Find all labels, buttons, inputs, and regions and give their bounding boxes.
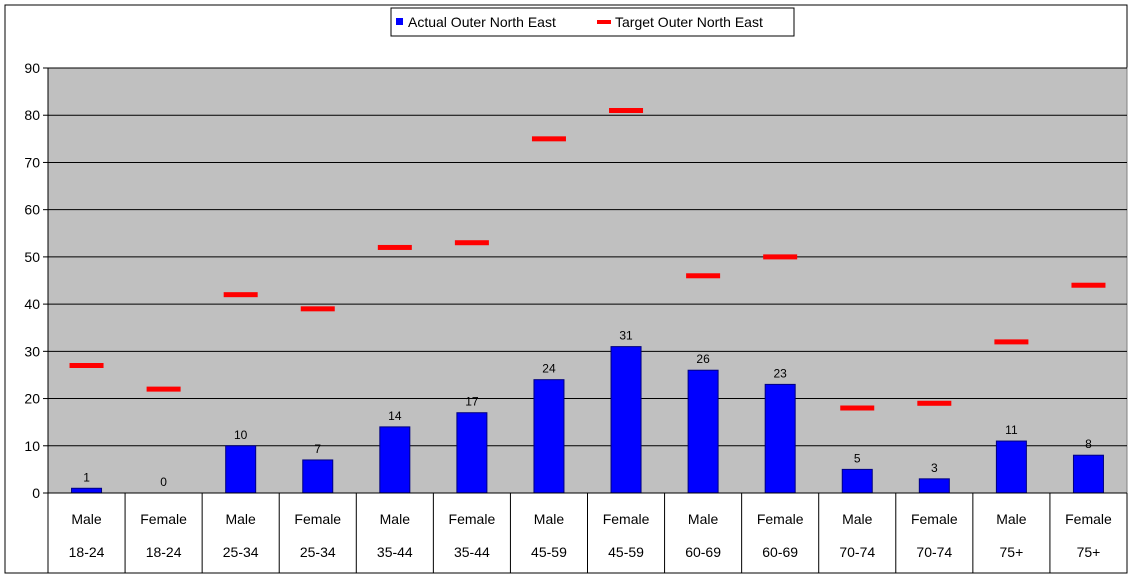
- target-marker: [454, 240, 489, 246]
- category-gender-label: Female: [911, 511, 958, 527]
- y-tick-label: 30: [24, 343, 40, 359]
- category-age-label: 35-44: [454, 544, 490, 560]
- category-age-label: 60-69: [762, 544, 798, 560]
- bar-data-label: 0: [160, 475, 167, 489]
- legend-swatch-actual: [396, 18, 403, 25]
- target-marker: [763, 254, 798, 260]
- y-tick-label: 10: [24, 438, 40, 454]
- bar: [764, 383, 796, 494]
- bar: [687, 369, 719, 494]
- legend-label-target: Target Outer North East: [615, 14, 763, 30]
- category-age-label: 70-74: [839, 544, 875, 560]
- category-age-label: 45-59: [608, 544, 644, 560]
- bar: [71, 487, 103, 494]
- category-gender-label: Female: [1065, 511, 1112, 527]
- target-marker: [840, 405, 875, 411]
- target-marker: [223, 292, 258, 298]
- bar-data-label: 23: [773, 366, 787, 380]
- y-tick-label: 0: [32, 485, 40, 501]
- category-gender-label: Female: [757, 511, 804, 527]
- bar: [225, 445, 257, 494]
- y-axis-ticks: 0 10 20 30 40 50 60 70 80 90: [24, 60, 49, 501]
- target-marker: [1071, 282, 1106, 288]
- category-age-label: 75+: [1000, 544, 1024, 560]
- target-marker: [994, 339, 1029, 345]
- bar: [995, 440, 1027, 494]
- bar-data-label: 11: [1005, 423, 1018, 437]
- bar: [379, 426, 411, 494]
- category-gender-label: Male: [71, 511, 102, 527]
- bar-series: [71, 346, 1104, 494]
- category-age-label: 75+: [1077, 544, 1101, 560]
- legend-label-actual: Actual Outer North East: [408, 14, 556, 30]
- legend-swatch-target: [597, 20, 611, 24]
- y-tick-label: 40: [24, 296, 40, 312]
- category-age-label: 18-24: [146, 544, 182, 560]
- bar-data-label: 14: [388, 409, 402, 423]
- target-marker: [300, 306, 335, 312]
- category-age-label: 25-34: [223, 544, 259, 560]
- category-gender-label: Male: [380, 511, 411, 527]
- target-marker: [146, 386, 181, 392]
- bar: [1072, 454, 1104, 494]
- target-marker: [609, 108, 644, 113]
- category-gender-label: Male: [225, 511, 256, 527]
- bar-data-label: 5: [854, 451, 861, 465]
- legend-box: [390, 7, 795, 37]
- target-marker: [686, 273, 721, 279]
- bar-data-label: 26: [696, 352, 710, 366]
- category-age-label: 60-69: [685, 544, 721, 560]
- category-age-label: 35-44: [377, 544, 413, 560]
- bar: [610, 346, 642, 494]
- y-tick-label: 80: [24, 107, 40, 123]
- category-gender-label: Female: [140, 511, 187, 527]
- bar-data-label: 8: [1085, 437, 1092, 451]
- bar-data-label: 7: [314, 442, 321, 456]
- target-marker: [917, 400, 952, 406]
- target-series: [69, 108, 1106, 411]
- target-marker: [377, 244, 412, 250]
- category-axis-table: Male 18-24 Female 18-24 Male 25-34 Female 25-34…: [47, 492, 1128, 573]
- y-tick-label: 70: [24, 154, 40, 170]
- category-age-label: 70-74: [916, 544, 952, 560]
- category-gender-label: Male: [996, 511, 1027, 527]
- bar-data-label: 10: [234, 428, 248, 442]
- category-age-label: 45-59: [531, 544, 567, 560]
- bar: [533, 379, 565, 494]
- category-age-label: 18-24: [69, 544, 105, 560]
- y-tick-label: 90: [24, 60, 40, 76]
- target-marker: [69, 363, 104, 368]
- plot-area: [47, 67, 1128, 494]
- y-tick-label: 50: [24, 249, 40, 265]
- bar-data-label: 3: [931, 461, 938, 475]
- y-tick-label: 20: [24, 391, 40, 407]
- bar-data-label: 1: [83, 470, 90, 484]
- bar-data-label: 17: [465, 395, 479, 409]
- bar-data-label: 24: [542, 362, 556, 376]
- category-age-label: 25-34: [300, 544, 336, 560]
- bar: [456, 412, 488, 494]
- bar: [841, 468, 873, 494]
- category-gender-label: Female: [449, 511, 496, 527]
- bar: [302, 459, 334, 494]
- bar-data-label: 31: [619, 329, 633, 343]
- category-gender-label: Male: [688, 511, 719, 527]
- target-marker: [531, 136, 566, 142]
- y-tick-label: 60: [24, 202, 40, 218]
- bar: [918, 478, 950, 494]
- category-gender-label: Male: [842, 511, 873, 527]
- category-gender-label: Female: [603, 511, 650, 527]
- category-gender-label: Male: [534, 511, 565, 527]
- category-gender-label: Female: [294, 511, 341, 527]
- legend: Actual Outer North East Target Outer Nor…: [390, 7, 795, 37]
